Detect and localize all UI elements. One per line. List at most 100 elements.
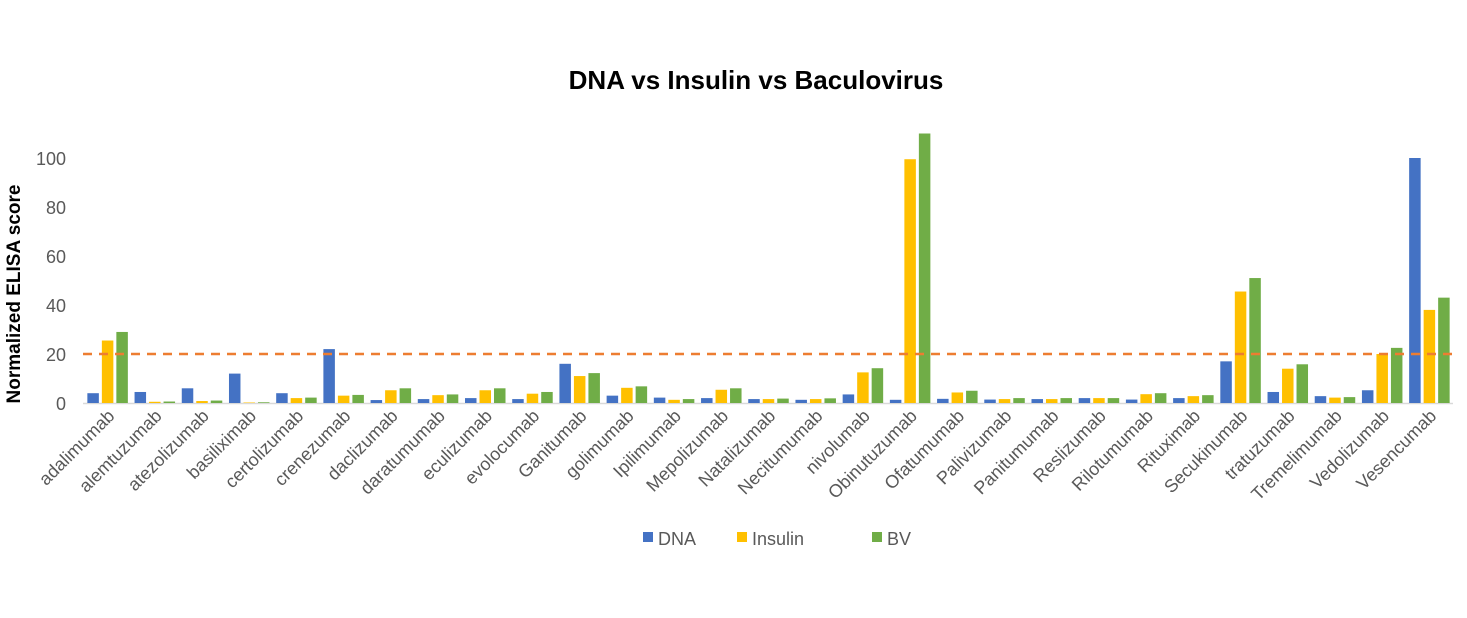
bar-bv [1249,278,1261,403]
bar-dna [418,399,430,403]
bar-insulin [904,159,916,403]
bar-insulin [810,399,822,403]
bar-insulin [385,390,397,403]
bar-insulin [102,341,114,403]
bar-bv [1391,348,1403,403]
x-axis-ticks: adalimumabalemtuzumabatezolizumabbasilix… [35,406,1440,505]
bar-bv [683,399,695,403]
legend-label: BV [887,529,911,549]
bar-insulin [1329,398,1341,403]
bar-dna [984,400,996,403]
bar-dna [371,400,383,403]
legend: DNA Insulin BV [643,529,911,549]
bar-bv [824,398,836,403]
bar-bv [1013,398,1024,403]
bar-dna [135,392,147,403]
bar-insulin [999,399,1011,403]
bar-dna [890,400,902,403]
bar-dna [1268,392,1280,403]
bar-insulin [1188,396,1200,403]
bar-dna [843,394,855,403]
x-tick-label: Mepolizumab [642,406,732,496]
bar-dna [1031,399,1043,403]
bar-bv [352,395,364,403]
bar-bv [258,402,270,403]
bar-insulin [621,388,633,403]
bar-insulin [480,390,492,403]
bar-dna [87,393,99,403]
bar-bv [541,392,553,403]
bar-insulin [1282,369,1294,403]
bar-bv [636,386,648,403]
bar-dna [276,393,288,403]
bar-dna [1220,361,1232,403]
bar-insulin [1235,292,1247,403]
legend-swatch-insulin [737,532,747,542]
bar-dna [323,349,335,403]
bar-bv [966,391,978,403]
bar-bv [1438,298,1450,403]
bar-insulin [149,402,161,403]
bar-insulin [716,390,728,403]
bar-dna [654,398,666,403]
bar-dna [1079,398,1091,403]
bar-bv [447,394,459,403]
bars [87,134,1449,404]
bar-bv [400,388,412,403]
bar-insulin [338,396,350,403]
bar-bv [164,402,176,403]
bar-dna [182,388,194,403]
bar-insulin [196,401,208,403]
legend-swatch-dna [643,532,653,542]
y-tick-label: 40 [46,296,66,316]
bar-bv [588,373,600,403]
bar-dna [748,399,760,403]
bar-insulin [527,394,539,403]
bar-bv [730,388,742,403]
bar-bv [1155,393,1167,403]
bar-insulin [574,376,586,403]
legend-swatch-bv [872,532,882,542]
bar-bv [1344,397,1356,403]
bar-dna [1362,390,1374,403]
bar-insulin [952,392,964,403]
bar-dna [701,398,713,403]
bar-bv [777,399,789,403]
bar-bv [211,401,223,403]
bar-bv [919,134,931,404]
bar-bv [305,398,317,403]
legend-label: Insulin [752,529,804,549]
bar-bv [872,368,884,403]
bar-dna [1315,396,1327,403]
bar-insulin [668,400,680,403]
y-axis-ticks: 0 20 40 60 80 100 [36,149,66,414]
bar-dna [607,396,619,403]
bar-dna [512,399,524,403]
bar-insulin [432,395,444,403]
bar-bv [1297,364,1309,403]
chart-title: DNA vs Insulin vs Baculovirus [569,65,944,95]
y-axis-label: Normalized ELISA score [4,185,25,404]
bar-dna [795,400,807,403]
y-tick-label: 20 [46,345,66,365]
y-tick-label: 80 [46,198,66,218]
bar-bv [1060,398,1072,403]
y-tick-label: 60 [46,247,66,267]
bar-insulin [1093,398,1105,403]
bar-dna [229,374,241,403]
bar-dna [1126,400,1138,403]
bar-bv [494,388,506,403]
bar-insulin [291,398,303,403]
bar-bv [1108,398,1120,403]
bar-insulin [763,399,775,403]
bar-bv [116,332,128,403]
y-tick-label: 100 [36,149,66,169]
y-tick-label: 0 [56,394,66,414]
bar-dna [1409,158,1421,403]
bar-insulin [1376,354,1388,403]
legend-label: DNA [658,529,696,549]
bar-insulin [1140,394,1152,403]
bar-dna [465,398,477,403]
bar-insulin [857,372,869,403]
